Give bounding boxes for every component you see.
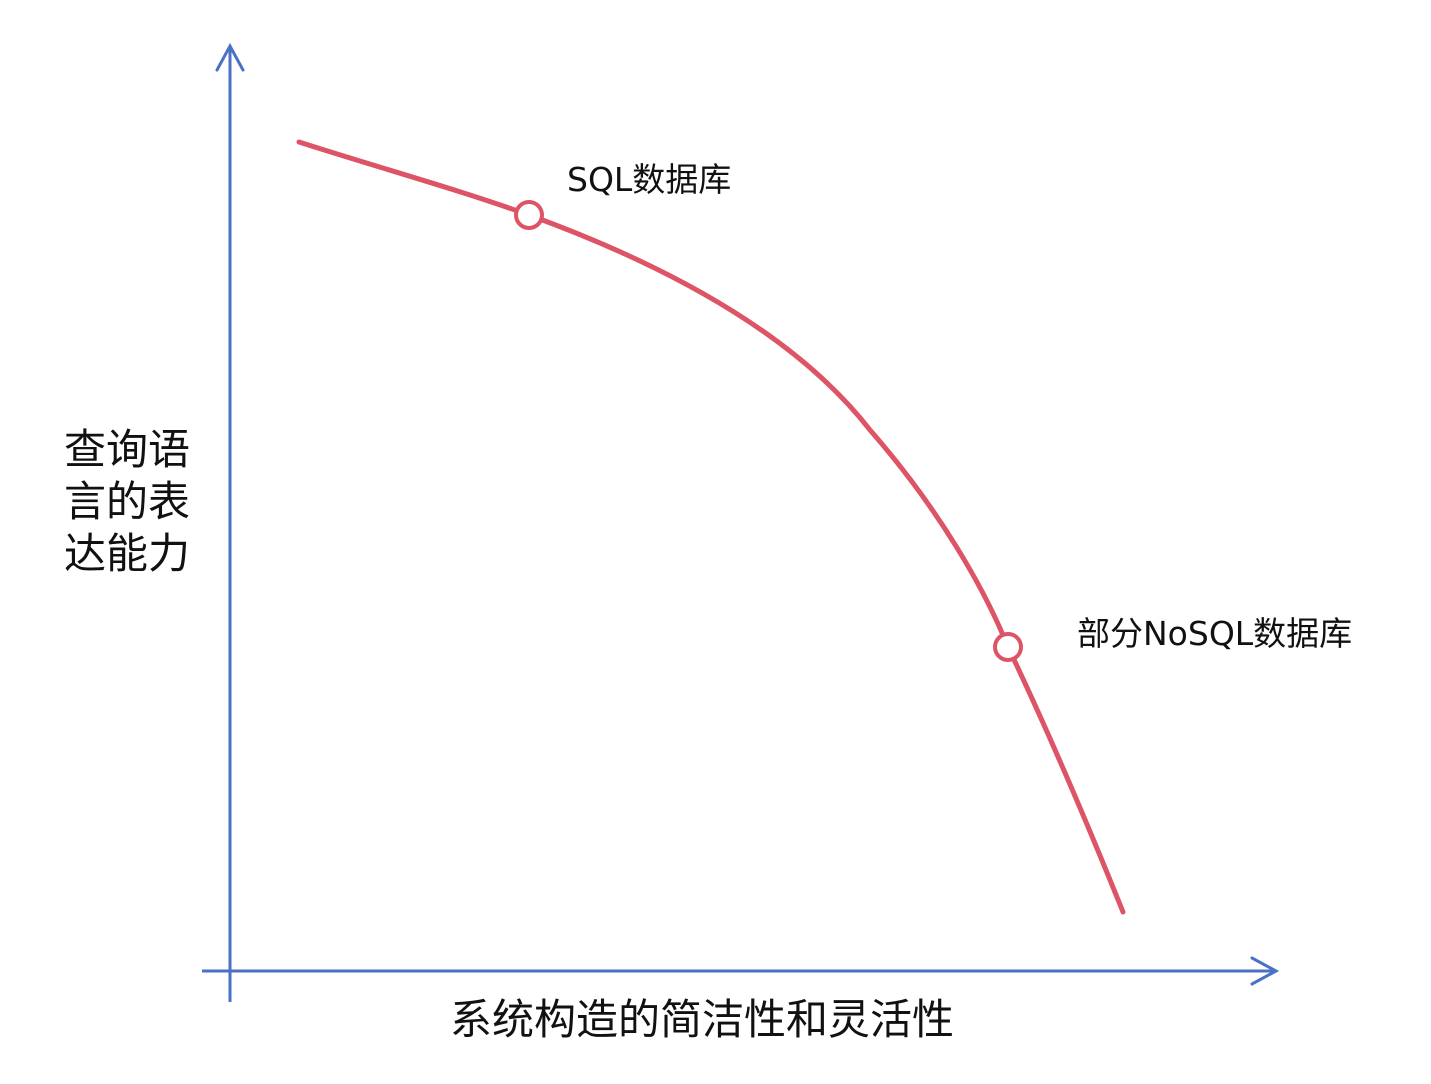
- x-axis-title: 系统构造的简洁性和灵活性: [450, 995, 955, 1044]
- y-axis-arrowhead: [215, 42, 245, 72]
- tradeoff-curve: [296, 139, 1126, 915]
- sql-point-marker: [514, 200, 544, 230]
- nosql-point-marker: [993, 632, 1023, 662]
- x-axis-arrowhead: [1250, 956, 1280, 986]
- nosql-point-label: 部分NoSQL数据库: [1077, 614, 1353, 653]
- y-axis-title: 查询语言的表达能力: [64, 425, 191, 578]
- sql-point-label: SQL数据库: [567, 160, 732, 199]
